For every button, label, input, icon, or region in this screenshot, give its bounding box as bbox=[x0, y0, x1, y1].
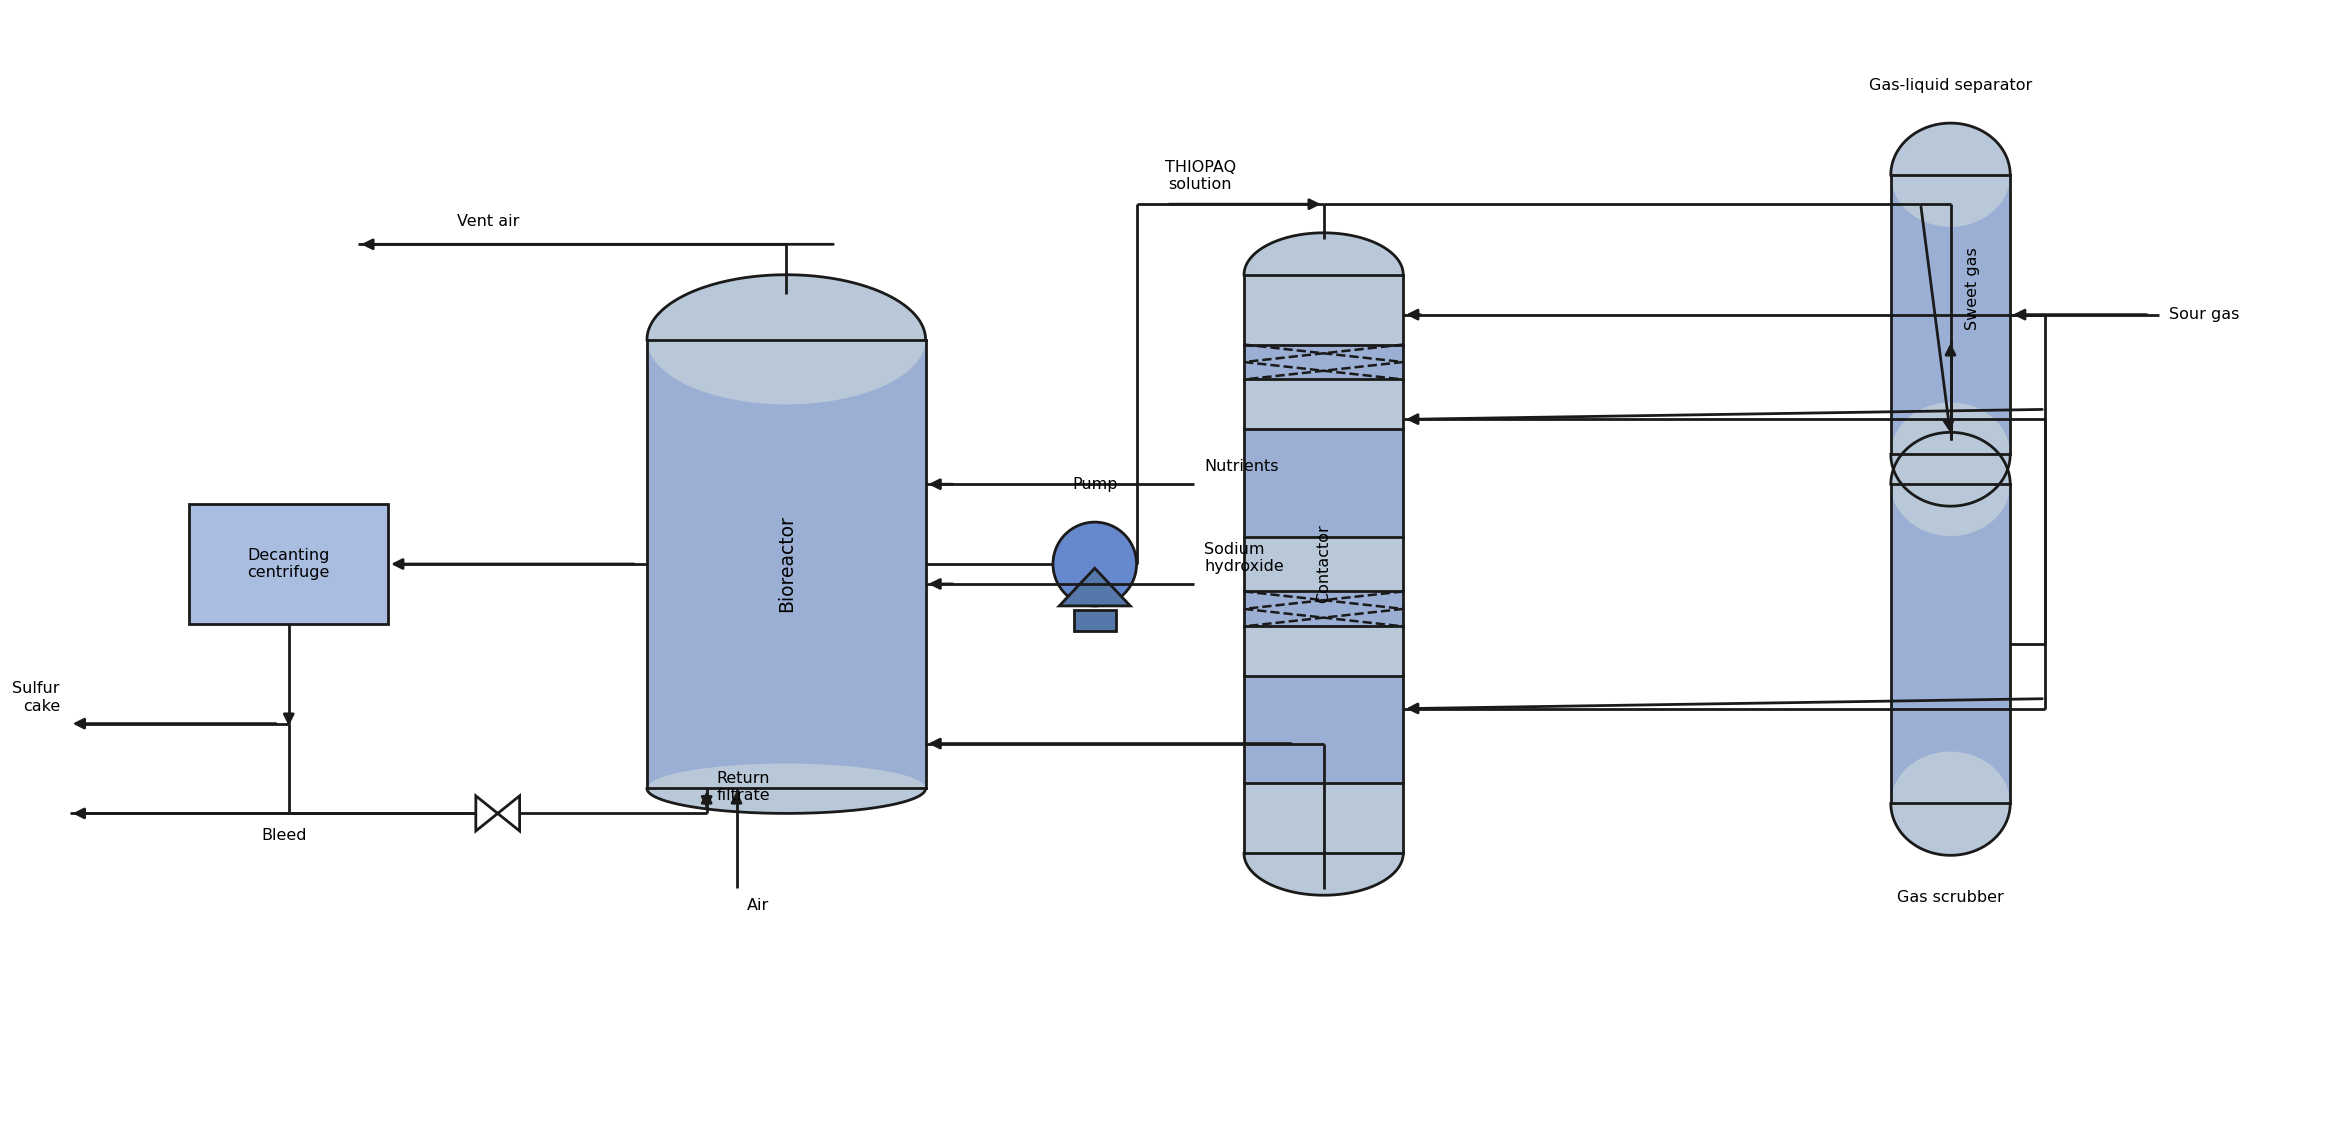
Bar bbox=[189, 505, 388, 623]
Text: Sweet gas: Sweet gas bbox=[1965, 247, 1981, 331]
Bar bbox=[1245, 627, 1404, 676]
Ellipse shape bbox=[1890, 124, 2011, 227]
Ellipse shape bbox=[1890, 403, 2011, 506]
Polygon shape bbox=[477, 796, 498, 831]
Bar bbox=[647, 340, 925, 788]
Ellipse shape bbox=[1890, 432, 2011, 537]
Text: Bioreactor: Bioreactor bbox=[778, 516, 797, 612]
Bar bbox=[1890, 175, 2011, 454]
Text: Decanting
centrifuge: Decanting centrifuge bbox=[248, 548, 329, 580]
Text: THIOPAQ
solution: THIOPAQ solution bbox=[1166, 160, 1236, 192]
Text: Pump: Pump bbox=[1072, 477, 1117, 492]
Text: Air: Air bbox=[748, 898, 769, 913]
Text: Nutrients: Nutrients bbox=[1205, 459, 1278, 475]
Circle shape bbox=[1054, 522, 1138, 606]
Text: Vent air: Vent air bbox=[456, 214, 519, 229]
Ellipse shape bbox=[647, 763, 925, 813]
Polygon shape bbox=[498, 796, 519, 831]
Ellipse shape bbox=[1890, 752, 2011, 856]
Bar bbox=[1890, 484, 2011, 803]
Bar bbox=[1245, 275, 1404, 344]
Bar bbox=[1075, 610, 1117, 631]
Text: Sulfur
cake: Sulfur cake bbox=[12, 682, 61, 714]
Bar bbox=[1245, 784, 1404, 853]
Text: Sour gas: Sour gas bbox=[2170, 307, 2240, 323]
Text: Gas-liquid separator: Gas-liquid separator bbox=[1869, 78, 2032, 93]
Polygon shape bbox=[1058, 569, 1131, 606]
Text: Gas scrubber: Gas scrubber bbox=[1897, 890, 2004, 905]
Text: Return
filtrate: Return filtrate bbox=[717, 771, 771, 803]
Bar bbox=[1245, 380, 1404, 429]
Text: Bleed: Bleed bbox=[262, 828, 306, 843]
Bar bbox=[1245, 537, 1404, 591]
Ellipse shape bbox=[1245, 811, 1404, 896]
Ellipse shape bbox=[1245, 233, 1404, 317]
Text: Contactor: Contactor bbox=[1315, 525, 1332, 603]
Bar bbox=[1245, 275, 1404, 853]
Text: Sodium
hydroxide: Sodium hydroxide bbox=[1205, 541, 1285, 574]
Ellipse shape bbox=[647, 275, 925, 405]
